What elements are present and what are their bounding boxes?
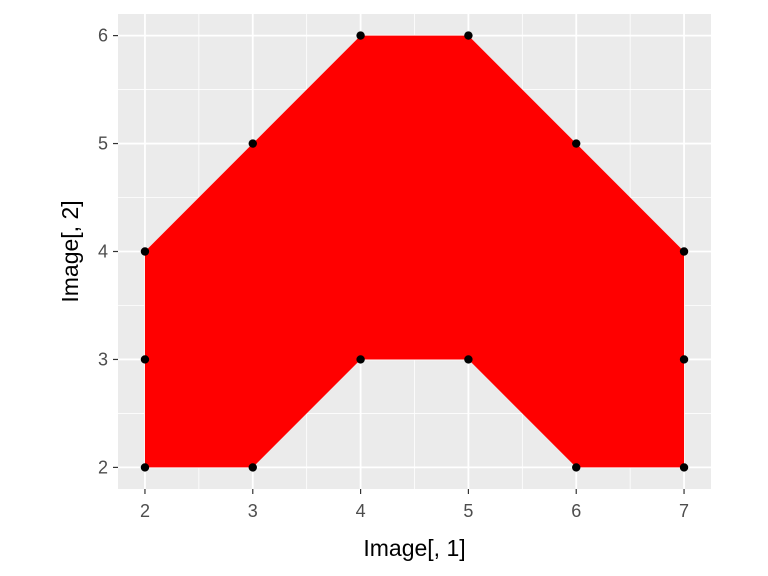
x-axis-title: Image[, 1]: [363, 535, 465, 561]
y-axis: 2 3 4 5 6: [98, 26, 118, 477]
y-tick-label: 4: [98, 242, 108, 262]
data-point: [464, 31, 473, 40]
y-tick-label: 3: [98, 349, 108, 369]
x-axis: 2 3 4 5 6 7: [140, 489, 689, 521]
data-point: [679, 247, 689, 256]
filled-polygon: [144, 35, 685, 468]
data-point: [140, 463, 150, 472]
data-point: [140, 247, 150, 256]
x-tick-label: 4: [356, 501, 366, 521]
data-point: [248, 463, 257, 472]
y-tick-label: 2: [98, 457, 108, 477]
data-points: [140, 31, 689, 472]
data-point: [356, 31, 365, 40]
data-point: [248, 139, 257, 148]
data-point: [140, 355, 150, 364]
x-tick-label: 7: [679, 501, 689, 521]
y-axis-title: Image[, 2]: [57, 200, 83, 302]
data-point: [679, 463, 689, 472]
data-point: [679, 355, 689, 364]
x-tick-label: 5: [463, 501, 473, 521]
data-point: [356, 355, 365, 364]
x-tick-label: 3: [248, 501, 258, 521]
data-point: [572, 139, 581, 148]
y-tick-label: 6: [98, 26, 108, 46]
data-point: [572, 463, 581, 472]
data-point: [464, 355, 473, 364]
y-tick-label: 5: [98, 134, 108, 154]
x-tick-label: 2: [140, 501, 150, 521]
x-tick-label: 6: [571, 501, 581, 521]
